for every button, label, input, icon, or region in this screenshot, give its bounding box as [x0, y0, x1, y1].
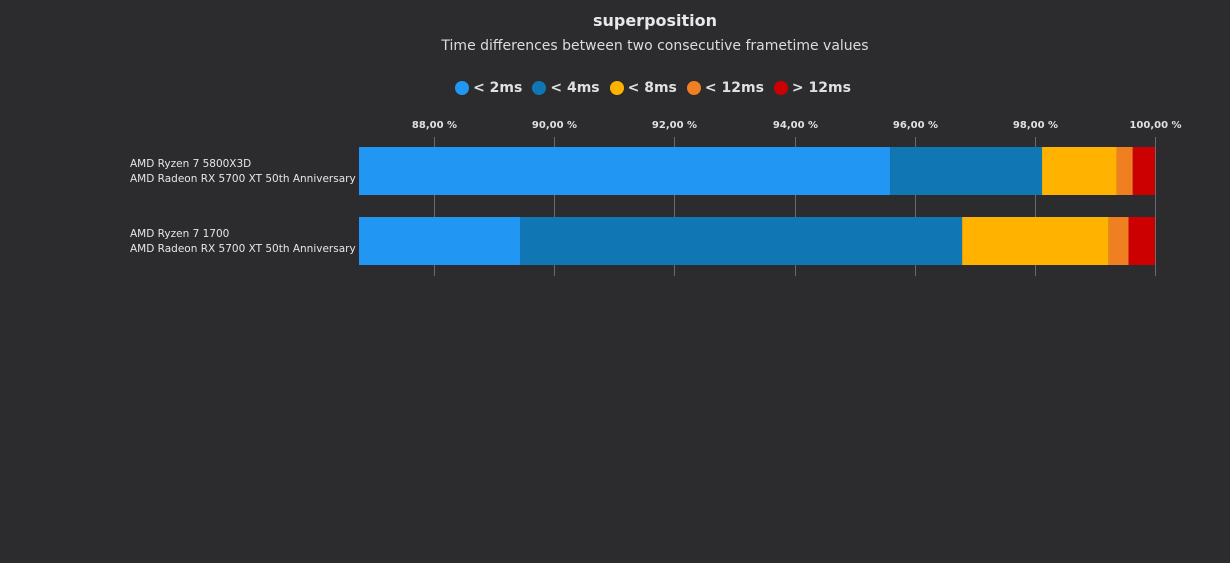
legend-item[interactable]: > 12ms: [773, 80, 851, 96]
legend-label: < 12ms: [704, 80, 764, 96]
bar-segment: [890, 147, 1043, 195]
legend-label: > 12ms: [791, 80, 851, 96]
category-label: AMD Radeon RX 5700 XT 50th Anniversary: [130, 173, 356, 185]
legend-label: < 8ms: [627, 80, 677, 96]
bar-segment: [520, 217, 963, 265]
bar-segment: [1042, 147, 1117, 195]
x-tick-label: 98,00 %: [1013, 120, 1058, 131]
chart-title: superposition: [592, 11, 718, 30]
legend-item[interactable]: < 2ms: [455, 80, 522, 96]
x-tick-label: 90,00 %: [532, 120, 577, 131]
bar-segment: [1108, 217, 1129, 265]
legend-item[interactable]: < 4ms: [532, 80, 600, 96]
legend-marker: [773, 81, 788, 95]
category-label: AMD Ryzen 7 1700: [130, 228, 229, 240]
category-label: AMD Ryzen 7 5800X3D: [130, 158, 251, 170]
bar-segment: [1116, 147, 1133, 195]
chart-subtitle: Time differences between two consecutive…: [441, 38, 869, 54]
legend-marker: [532, 81, 547, 95]
legend: < 2ms < 4ms < 8ms < 12ms > 12ms: [0, 80, 1230, 96]
x-tick-label: 100,00 %: [1129, 120, 1181, 131]
bar-segment: [962, 217, 1109, 265]
bar-segment: [1132, 147, 1155, 195]
legend-marker: [609, 81, 624, 95]
bar-segment: [1128, 217, 1155, 265]
bar-segment: [359, 217, 521, 265]
x-tick-label: 92,00 %: [652, 120, 697, 131]
x-tick-label: 96,00 %: [893, 120, 938, 131]
category-label: AMD Radeon RX 5700 XT 50th Anniversary: [130, 243, 356, 255]
x-tick-label: 88,00 %: [412, 120, 457, 131]
legend-item[interactable]: < 8ms: [609, 80, 677, 96]
legend-label: < 4ms: [550, 80, 600, 96]
x-tick-label: 94,00 %: [773, 120, 818, 131]
legend-label: < 2ms: [473, 80, 523, 96]
legend-marker: [455, 81, 470, 95]
legend-marker: [686, 81, 701, 95]
legend-item[interactable]: < 12ms: [686, 80, 764, 96]
bar-segment: [359, 147, 891, 195]
